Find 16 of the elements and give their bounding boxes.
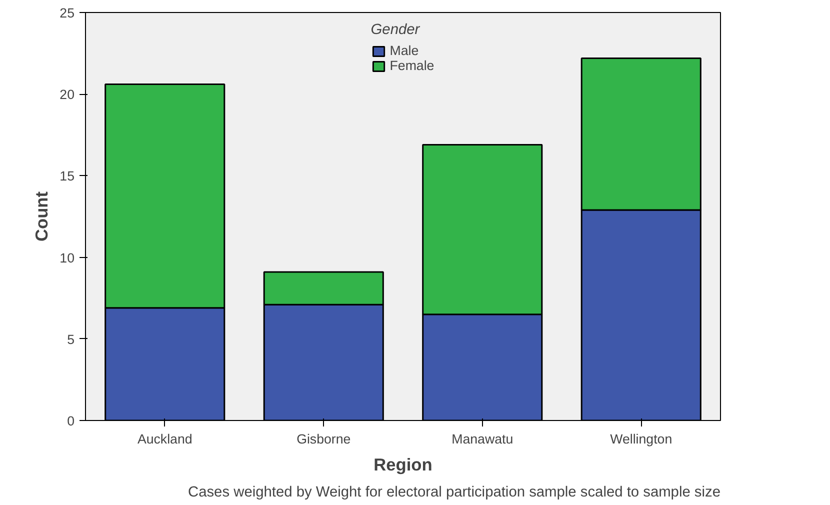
y-tick-label: 0 — [67, 414, 75, 428]
x-tick-label: Auckland — [137, 432, 192, 446]
y-tick-label: 15 — [60, 168, 75, 184]
legend-label: Male — [390, 43, 419, 58]
y-tick-label: 25 — [60, 6, 75, 20]
y-axis-title: Count — [32, 191, 52, 242]
x-tick-label: Manawatu — [452, 432, 514, 446]
x-axis-title: Region — [374, 454, 432, 474]
y-tick-label: 20 — [60, 87, 75, 102]
y-tick-label: 5 — [67, 332, 75, 347]
y-tick-label: 10 — [60, 250, 75, 266]
legend-title: Gender — [370, 22, 421, 38]
x-tick-label: Gisborne — [296, 432, 351, 446]
legend-label: Female — [390, 58, 434, 73]
text: Cases weighted by Weight for electoral participation sample scaled to sample size — [188, 484, 721, 500]
x-tick-label: Wellington — [610, 432, 672, 446]
